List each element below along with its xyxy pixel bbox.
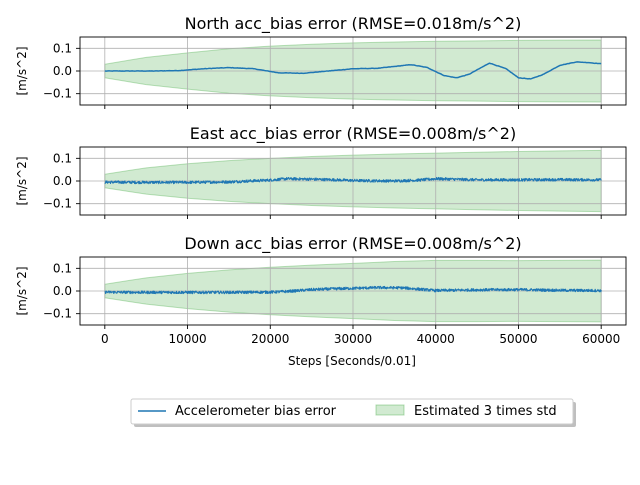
- y-tick-label: −0.1: [43, 307, 72, 321]
- x-tick-label: 40000: [417, 332, 455, 346]
- bias-error-line: [104, 285, 602, 295]
- y-tick-label: −0.1: [43, 197, 72, 211]
- bias-error-line: [104, 176, 602, 185]
- bias-error-line: [104, 61, 602, 80]
- y-tick-label: 0.1: [53, 151, 72, 165]
- subplot-title: North acc_bias error (RMSE=0.018m/s^2): [185, 14, 522, 34]
- legend-frame: [130, 398, 574, 425]
- x-axis-label: Steps [Seconds/0.01]: [288, 354, 416, 368]
- x-tick-label: 30000: [334, 332, 372, 346]
- x-tick-label: 60000: [582, 332, 620, 346]
- x-tick-label: 0: [101, 332, 109, 346]
- subplot-north: North acc_bias error (RMSE=0.018m/s^2) [m…: [15, 14, 627, 109]
- y-tick-label: 0.0: [53, 64, 72, 78]
- y-tick-label: 0.1: [53, 261, 72, 275]
- y-tick-label: 0.0: [53, 284, 72, 298]
- y-tick-label: 0.1: [53, 41, 72, 55]
- y-axis-label: [m/s^2]: [15, 156, 29, 205]
- x-tick-label: 10000: [168, 332, 206, 346]
- subplot-title: East acc_bias error (RMSE=0.008m/s^2): [190, 124, 516, 144]
- subplot-down: Down acc_bias error (RMSE=0.008m/s^2) [m/…: [15, 234, 627, 346]
- y-axis-label: [m/s^2]: [15, 266, 29, 315]
- legend: Accelerometer bias error Estimated 3 tim…: [130, 398, 576, 427]
- legend-entry-label: Accelerometer bias error: [175, 404, 337, 419]
- y-tick-label: −0.1: [43, 87, 72, 101]
- subplot-east: East acc_bias error (RMSE=0.008m/s^2) [m/…: [15, 124, 627, 219]
- subplot-title: Down acc_bias error (RMSE=0.008m/s^2): [184, 234, 521, 254]
- x-tick-label: 50000: [499, 332, 537, 346]
- x-tick-label: 20000: [251, 332, 289, 346]
- y-axis-label: [m/s^2]: [15, 46, 29, 95]
- y-tick-label: 0.0: [53, 174, 72, 188]
- legend-entry-label: Estimated 3 times std: [414, 404, 557, 419]
- legend-band-swatch: [375, 404, 405, 416]
